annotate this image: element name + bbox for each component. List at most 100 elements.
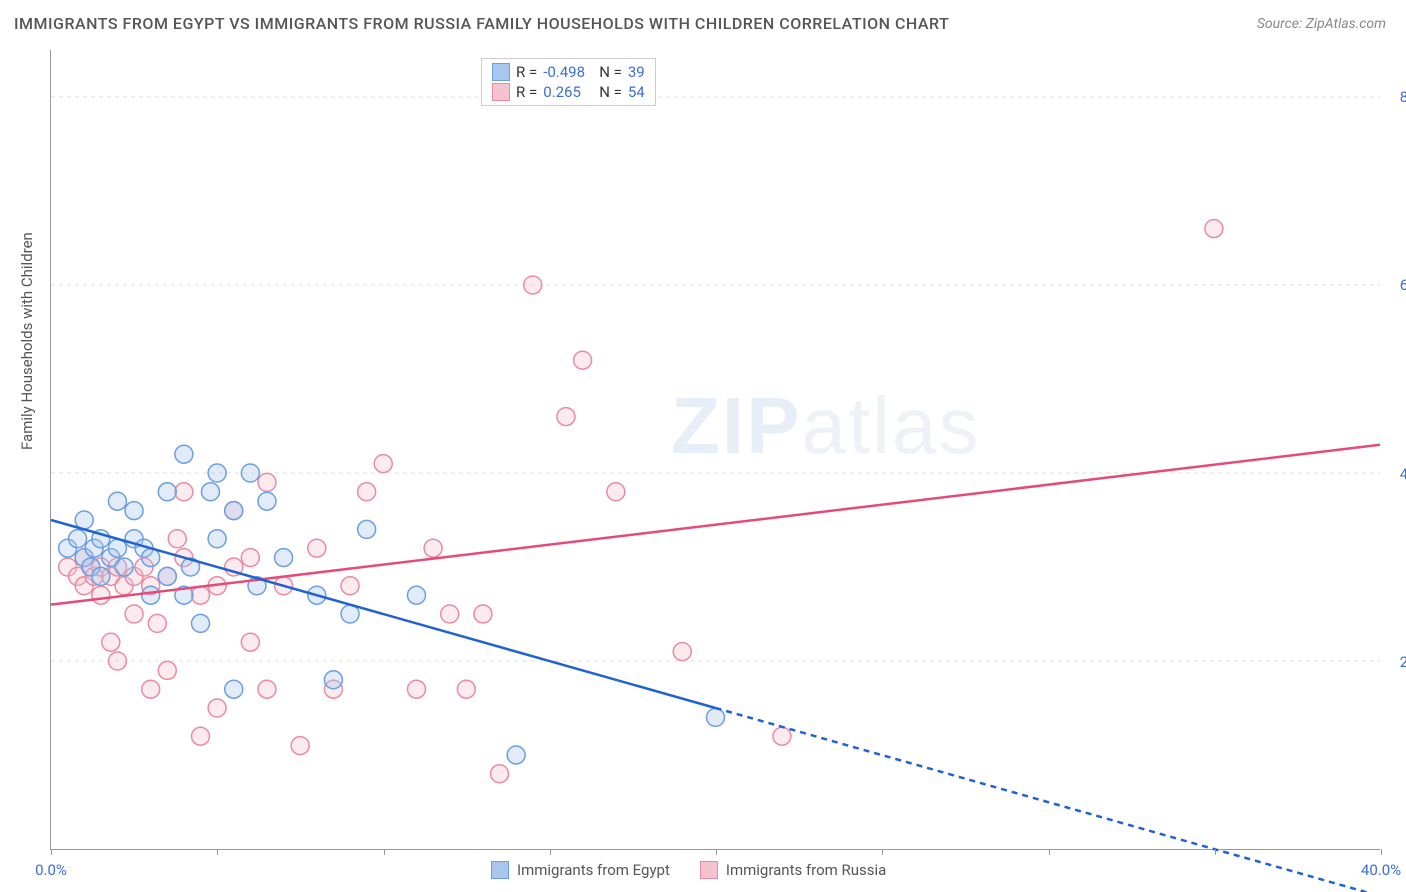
swatch-egypt-icon: [491, 861, 509, 879]
data-point: [208, 699, 226, 717]
data-point: [557, 408, 575, 426]
data-point: [158, 661, 176, 679]
swatch-egypt: [492, 63, 510, 81]
legend-row-egypt: R = -0.498 N = 39: [492, 63, 645, 81]
data-point: [1205, 220, 1223, 238]
data-point: [142, 586, 160, 604]
data-point: [168, 530, 186, 548]
r-value-russia: 0.265: [543, 83, 593, 101]
data-point: [258, 492, 276, 510]
data-point: [108, 539, 126, 557]
r-label: R =: [516, 83, 537, 101]
swatch-russia: [492, 83, 510, 101]
data-point: [192, 614, 210, 632]
data-point: [142, 549, 160, 567]
data-point: [175, 483, 193, 501]
data-point: [225, 502, 243, 520]
data-point: [158, 567, 176, 585]
data-point: [192, 586, 210, 604]
x-tick: [1215, 849, 1216, 855]
x-tick: [716, 849, 717, 855]
series-legend: Immigrants from Egypt Immigrants from Ru…: [491, 861, 886, 879]
data-point: [374, 455, 392, 473]
data-point: [201, 483, 219, 501]
data-point: [158, 483, 176, 501]
data-point: [341, 577, 359, 595]
data-point: [125, 502, 143, 520]
n-value-russia: 54: [628, 83, 645, 101]
data-point: [208, 530, 226, 548]
data-point: [275, 549, 293, 567]
y-tick-label: 40.0%: [1400, 465, 1406, 483]
x-tick: [51, 849, 52, 855]
data-point: [507, 746, 525, 764]
data-point: [92, 586, 110, 604]
data-point: [75, 511, 93, 529]
y-axis-title: Family Households with Children: [18, 232, 36, 450]
data-point: [241, 633, 259, 651]
data-point: [491, 765, 509, 783]
data-point: [92, 567, 110, 585]
y-tick-label: 80.0%: [1400, 88, 1406, 106]
r-value-egypt: -0.498: [543, 63, 593, 81]
plot-svg: [51, 50, 1380, 849]
data-point: [474, 605, 492, 623]
x-tick: [1381, 849, 1382, 855]
n-label: N =: [599, 83, 622, 101]
x-tick-label: 40.0%: [1361, 861, 1401, 879]
data-point: [69, 530, 87, 548]
data-point: [707, 708, 725, 726]
data-point: [524, 276, 542, 294]
data-point: [125, 605, 143, 623]
x-tick: [1049, 849, 1050, 855]
plot-area: ZIPatlas 20.0%40.0%60.0%80.0% 0.0%40.0% …: [50, 50, 1380, 850]
legend-row-russia: R = 0.265 N = 54: [492, 83, 645, 101]
x-tick: [217, 849, 218, 855]
y-tick-label: 60.0%: [1400, 276, 1406, 294]
legend-item-russia: Immigrants from Russia: [700, 861, 886, 879]
data-point: [102, 633, 120, 651]
chart-title: IMMIGRANTS FROM EGYPT VS IMMIGRANTS FROM…: [14, 14, 949, 33]
data-point: [358, 483, 376, 501]
r-label: R =: [516, 63, 537, 81]
legend-label-russia: Immigrants from Russia: [726, 861, 886, 879]
data-point: [108, 652, 126, 670]
data-point: [115, 558, 133, 576]
data-point: [108, 492, 126, 510]
x-tick: [384, 849, 385, 855]
legend-label-egypt: Immigrants from Egypt: [517, 861, 670, 879]
data-point: [142, 680, 160, 698]
data-point: [175, 445, 193, 463]
data-point: [208, 464, 226, 482]
data-point: [308, 539, 326, 557]
data-point: [457, 680, 475, 698]
source-label: Source: ZipAtlas.com: [1257, 16, 1386, 32]
correlation-legend: R = -0.498 N = 39 R = 0.265 N = 54: [481, 58, 656, 106]
n-value-egypt: 39: [628, 63, 645, 81]
data-point: [407, 680, 425, 698]
x-tick: [882, 849, 883, 855]
data-point: [324, 671, 342, 689]
data-point: [407, 586, 425, 604]
data-point: [225, 680, 243, 698]
data-point: [148, 614, 166, 632]
data-point: [241, 464, 259, 482]
data-point: [607, 483, 625, 501]
legend-item-egypt: Immigrants from Egypt: [491, 861, 670, 879]
data-point: [291, 737, 309, 755]
x-tick: [550, 849, 551, 855]
y-tick-label: 20.0%: [1400, 653, 1406, 671]
data-point: [424, 539, 442, 557]
data-point: [773, 727, 791, 745]
data-point: [341, 605, 359, 623]
data-point: [574, 351, 592, 369]
x-tick-label: 0.0%: [35, 861, 67, 879]
swatch-russia-icon: [700, 861, 718, 879]
data-point: [441, 605, 459, 623]
n-label: N =: [599, 63, 622, 81]
data-point: [673, 643, 691, 661]
data-point: [258, 680, 276, 698]
data-point: [358, 520, 376, 538]
data-point: [258, 473, 276, 491]
data-point: [241, 549, 259, 567]
